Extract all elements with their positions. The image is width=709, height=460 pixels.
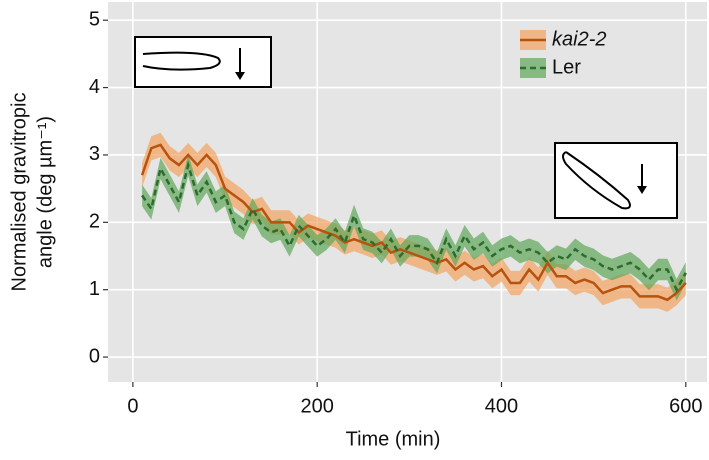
y-tick-label: 2 [89,211,100,233]
inset-horizontal [134,36,272,88]
legend: kai2-2 Ler [520,28,606,78]
x-tick-label: 600 [669,395,702,417]
lines [140,143,687,302]
x-tick-label: 400 [485,395,518,417]
y-axis-title: angle (deg µm⁻¹) [34,116,56,268]
inset-tilted [554,142,678,219]
x-axis-title: Time (min) [346,428,441,450]
legend-label: kai2-2 [552,28,606,50]
x-tick-label: 200 [301,395,334,417]
series-line [141,160,687,293]
y-tick-label: 0 [89,345,100,367]
y-tick-label: 4 [89,76,100,98]
y-tick-label: 1 [89,278,100,300]
x-tick-label: 0 [127,395,138,417]
y-tick-label: 5 [89,8,100,30]
y-tick-label: 3 [89,143,100,165]
axes: 0 200 400 600 0 1 2 3 4 5 [89,8,703,417]
legend-label: Ler [552,56,581,78]
y-axis-title: Normalised gravitropic [8,93,30,292]
series-line [140,143,687,302]
